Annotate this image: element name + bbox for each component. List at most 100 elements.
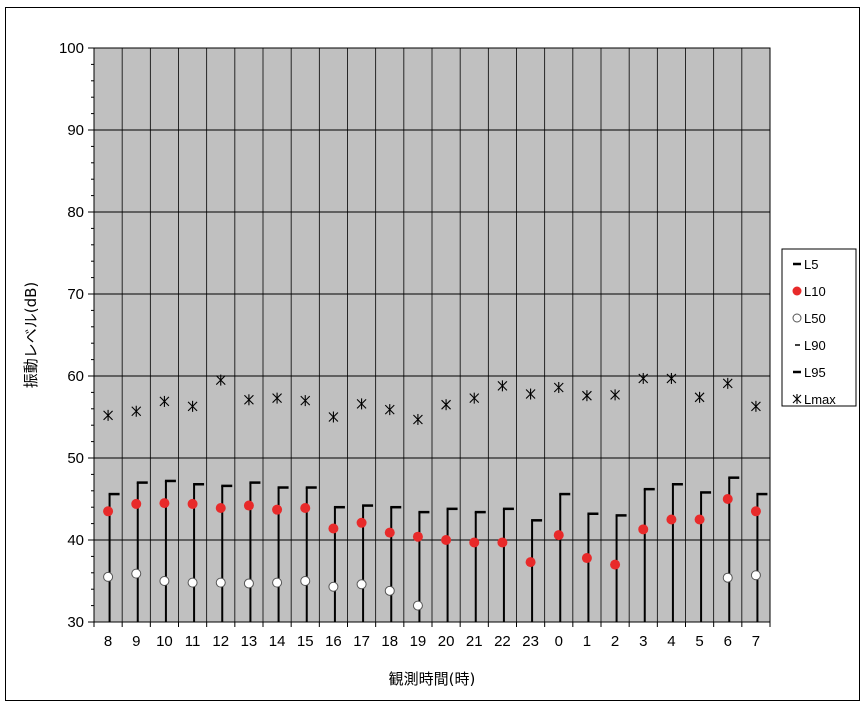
x-tick-label: 7 (752, 633, 760, 650)
l50-point (384, 585, 395, 596)
l10-point (441, 535, 452, 545)
lmax-point (441, 399, 451, 411)
l10-point (750, 506, 761, 517)
lmax-point (525, 388, 536, 400)
lmax-point (384, 404, 395, 416)
lmax-point (722, 377, 733, 389)
y-axis-title: 振動レベル(dB) (22, 282, 40, 389)
l10-point (722, 494, 733, 504)
x-tick-label: 3 (639, 633, 647, 650)
lmax-point (751, 400, 761, 412)
y-tick-label: 40 (67, 532, 84, 549)
l10-point (356, 517, 367, 528)
l10-point (412, 531, 423, 542)
lmax-point (610, 389, 620, 401)
l10-point (328, 523, 339, 534)
x-tick-label: 14 (269, 633, 286, 650)
l50-point (131, 568, 142, 579)
lmax-point (638, 372, 649, 384)
lmax-point (469, 392, 480, 404)
x-tick-label: 19 (410, 633, 427, 650)
legend-box (781, 248, 857, 407)
lmax-point (666, 372, 677, 384)
y-tick-label: 50 (67, 450, 84, 467)
l50-point (103, 571, 114, 582)
x-tick-label: 22 (494, 633, 511, 650)
l10-point (272, 504, 283, 515)
data-marks (103, 372, 761, 611)
x-tick-label: 15 (297, 633, 314, 650)
l50-point (159, 576, 170, 586)
x-tick-label: 10 (156, 633, 173, 650)
lmax-point (582, 390, 592, 402)
l10-point (159, 498, 170, 509)
lmax-point (215, 374, 226, 386)
l50-point (722, 572, 733, 583)
x-tick-label: 5 (695, 633, 703, 650)
l50-point (243, 578, 254, 589)
y-tick-label: 90 (67, 122, 84, 139)
l10-point (666, 514, 677, 525)
legend-swatch (792, 394, 802, 404)
l10-point (497, 537, 508, 548)
x-tick-label: 11 (185, 633, 201, 650)
l50-point (328, 581, 339, 592)
x-tick-label: 23 (522, 633, 539, 650)
l10-point (300, 503, 311, 514)
x-tick-label: 0 (555, 633, 563, 650)
x-axis-title: 観測時間(時) (389, 670, 476, 688)
x-tick-label: 2 (611, 633, 619, 650)
legend-swatch (792, 313, 802, 323)
x-tick-label: 20 (438, 633, 455, 650)
chart-frame: 30 40 50 60 70 80 90 100 8 9 10 11 12 13 14 15 16 17 18 19… (5, 7, 860, 701)
y-tick-label: 30 (67, 614, 84, 631)
lmax-point (328, 411, 339, 423)
lmax-point (159, 395, 170, 407)
grid (94, 48, 770, 622)
x-tick-label: 18 (381, 633, 398, 650)
y-tick-label: 80 (67, 204, 84, 221)
x-tick-label: 1 (583, 633, 591, 650)
l50-point (187, 577, 198, 588)
l10-point (469, 537, 480, 548)
legend-label: Lmax (804, 392, 836, 407)
l10-point (187, 498, 198, 509)
lmax-point (497, 380, 508, 392)
l10-point (243, 500, 254, 511)
lmax-point (131, 405, 142, 417)
y-axis: 30 40 50 60 70 80 90 100 (59, 40, 94, 631)
x-tick-label: 8 (104, 633, 112, 650)
l10-point (694, 514, 705, 525)
y-tick-label: 100 (59, 40, 84, 57)
x-tick-label: 16 (325, 633, 342, 650)
lmax-point (694, 391, 705, 403)
lmax-point (300, 395, 311, 407)
y-tick-label: 60 (67, 368, 84, 385)
lmax-point (244, 394, 254, 406)
lmax-point (553, 381, 564, 393)
l50-point (300, 576, 311, 586)
legend-label: L95 (804, 365, 826, 380)
lmax-point (413, 413, 423, 425)
l10-point (638, 524, 649, 535)
lmax-point (356, 398, 367, 410)
x-tick-label: 12 (212, 633, 229, 650)
lmax-point (103, 409, 113, 421)
legend-label: L90 (804, 338, 826, 353)
y-tick-label: 70 (67, 286, 84, 303)
lmax-point (187, 400, 198, 412)
legend-label: L50 (804, 311, 826, 326)
lmax-point (272, 392, 282, 404)
l50-point (412, 600, 423, 611)
l10-point (131, 498, 142, 509)
x-tick-label: 21 (466, 633, 483, 650)
legend: L5 L10 L50 L90 L95 Lmax (781, 248, 857, 407)
x-axis: 8 9 10 11 12 13 14 15 16 17 18 19 20 21 22 23 0 1 2 3 4 5 6 7 (93, 622, 771, 650)
l50-point (272, 577, 283, 588)
l10-point (103, 506, 114, 517)
l50-point (750, 570, 761, 581)
l10-point (581, 553, 592, 564)
x-tick-label: 13 (241, 633, 258, 650)
x-tick-label: 4 (667, 633, 675, 650)
